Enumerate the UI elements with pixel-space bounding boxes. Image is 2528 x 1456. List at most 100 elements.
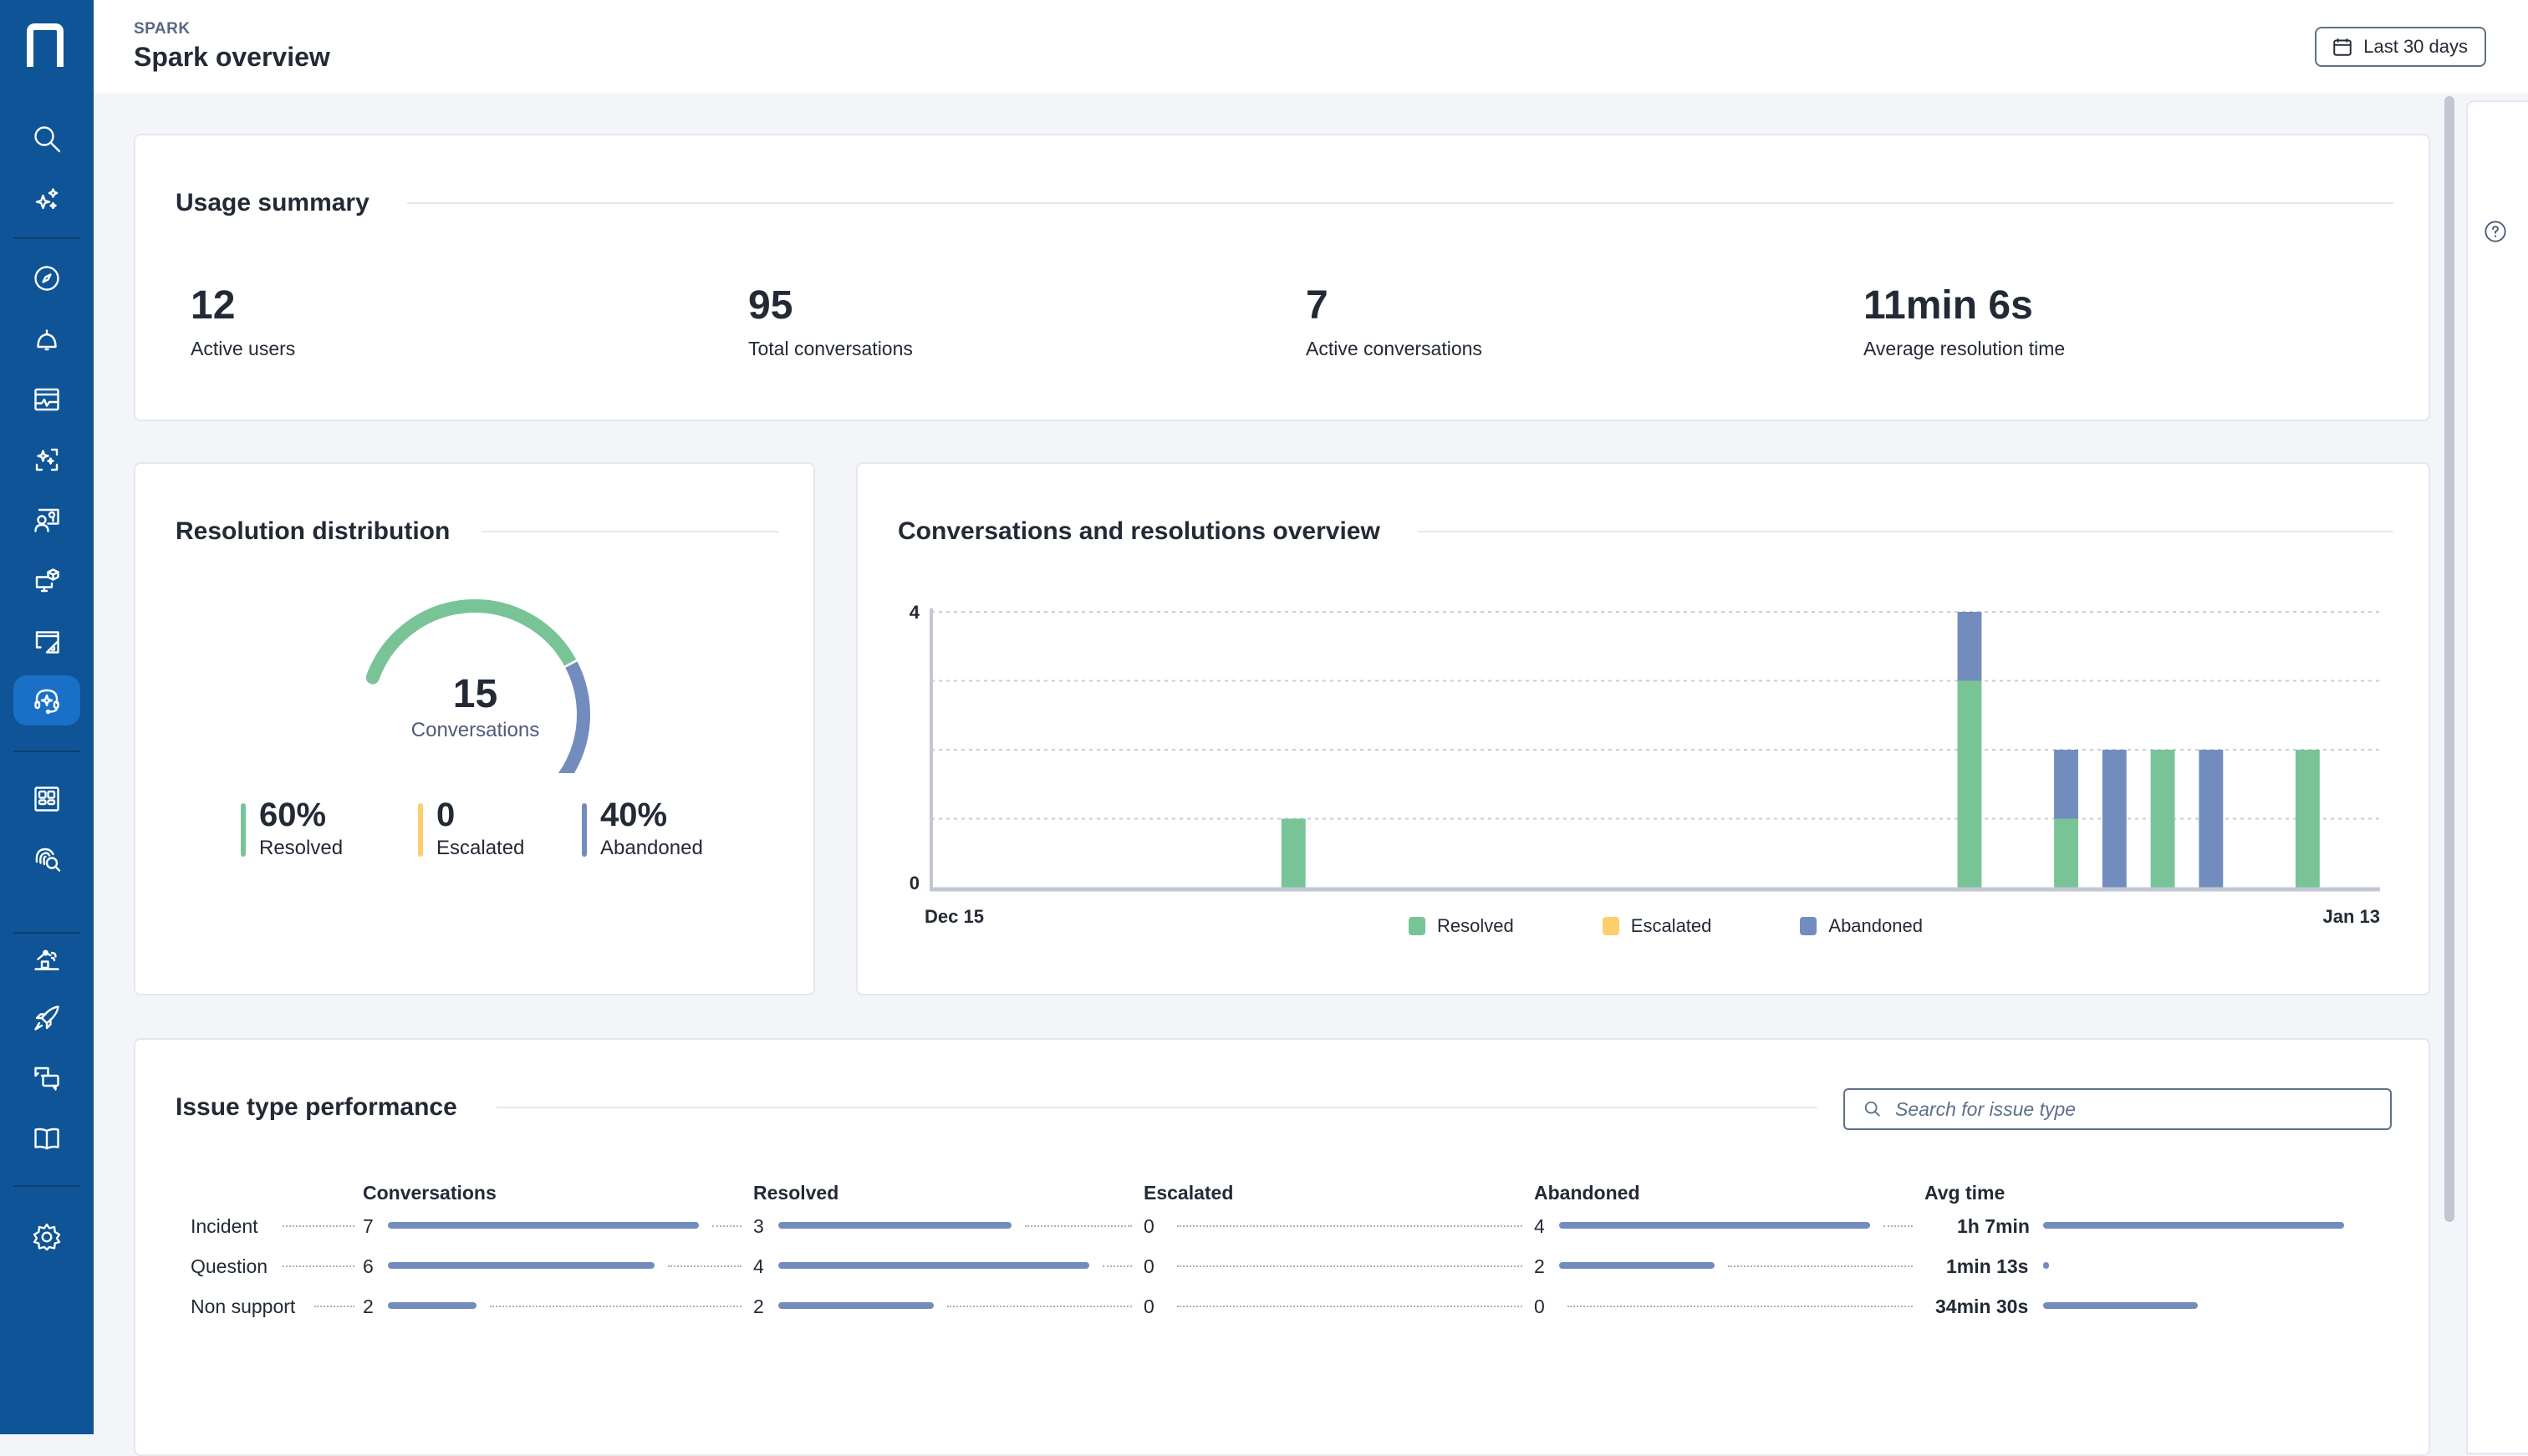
legend-label: Abandoned (1828, 915, 1923, 936)
cell-value: 0 (1534, 1296, 1545, 1317)
legend-swatch (1800, 917, 1817, 935)
cell-value: 34min 30s (1935, 1296, 2029, 1317)
cell-value: 2 (1534, 1255, 1545, 1277)
leader-dots (1103, 1265, 1132, 1267)
legend-value: 40% (600, 797, 668, 833)
help-circle-icon[interactable] (2484, 220, 2507, 243)
issue-type-search[interactable] (1843, 1088, 2392, 1130)
right-panel (2466, 100, 2528, 1454)
row-label: Incident (191, 1215, 258, 1237)
stat-value: 12 (191, 283, 236, 328)
legend-label: Resolved (1437, 915, 1514, 936)
legend-item-resolved[interactable]: Resolved (1367, 915, 1514, 937)
legend-item-escalated[interactable]: Escalated (1561, 915, 1711, 937)
x-tick-label: Jan 13 (2323, 906, 2381, 927)
stat-active-users: 12 Active users (191, 286, 295, 360)
bar-abandoned[interactable] (1957, 612, 1982, 681)
sidebar (0, 0, 94, 1434)
legend-item-abandoned[interactable]: Abandoned (1758, 915, 1923, 937)
app-logo[interactable] (27, 23, 64, 67)
cell-value: 2 (753, 1296, 764, 1317)
leader-dots (1567, 1306, 1913, 1307)
stat-label: Active conversations (1306, 338, 1482, 359)
search-icon (1864, 1101, 1880, 1117)
column-header[interactable]: Abandoned (1534, 1182, 1640, 1204)
page-title: Spark overview (134, 42, 330, 72)
y-tick-label: 4 (910, 602, 920, 623)
main-scrollbar[interactable] (2444, 96, 2454, 1222)
title-divider (497, 1107, 1817, 1108)
column-header[interactable]: Conversations (363, 1182, 497, 1204)
leader-dots (490, 1306, 742, 1307)
cell-value: 6 (363, 1255, 374, 1277)
usage-summary-card: Usage summary 12 Active users 95 Total c… (134, 134, 2430, 421)
column-header[interactable]: Resolved (753, 1182, 839, 1204)
bar-abandoned[interactable] (2199, 750, 2224, 888)
value-bar (2043, 1222, 2344, 1229)
robot-arm-icon[interactable] (13, 933, 80, 983)
bar-resolved[interactable] (2054, 818, 2078, 888)
gauge-segment-abandoned (558, 661, 590, 773)
headset-sparkle-icon[interactable] (13, 675, 80, 725)
leader-dots (283, 1225, 354, 1227)
fingerprint-search-icon[interactable] (13, 834, 80, 884)
chart-legend: Resolved Escalated Abandoned (858, 915, 2432, 937)
legend-escalated: 0 Escalated (418, 798, 524, 860)
title-divider (482, 531, 778, 532)
sidebar-divider (13, 237, 80, 239)
monitor-chart-icon[interactable] (13, 374, 80, 425)
bell-icon[interactable] (13, 314, 80, 364)
legend-resolved: 60% Resolved (241, 798, 343, 860)
sparkle-scan-icon[interactable] (13, 435, 80, 485)
window-ruler-icon[interactable] (13, 616, 80, 666)
legend-label: Resolved (259, 837, 344, 859)
value-bar (778, 1302, 934, 1309)
value-bar (1559, 1262, 1715, 1269)
column-header[interactable]: Avg time (1924, 1182, 2006, 1204)
gear-icon[interactable] (13, 1212, 80, 1262)
bar-resolved[interactable] (1281, 818, 1306, 888)
rocket-icon[interactable] (13, 993, 80, 1043)
column-header[interactable]: Escalated (1144, 1182, 1234, 1204)
bar-abandoned[interactable] (2054, 750, 2078, 819)
date-range-button[interactable]: Last 30 days (2315, 27, 2486, 67)
bar-abandoned[interactable] (2102, 750, 2127, 888)
row-label: Non support (191, 1296, 296, 1317)
bar-resolved[interactable] (2150, 750, 2175, 888)
leader-dots (1025, 1225, 1132, 1227)
sparkles-icon[interactable] (13, 176, 80, 226)
search-icon[interactable] (13, 114, 80, 164)
device-cube-icon[interactable] (13, 556, 80, 606)
bar-resolved[interactable] (1957, 680, 1982, 888)
value-bar (2043, 1302, 2199, 1309)
breadcrumb[interactable]: SPARK (134, 20, 191, 38)
leader-dots (1177, 1306, 1522, 1307)
grid-icon[interactable] (13, 774, 80, 824)
cell-value: 4 (753, 1255, 764, 1277)
stat-label: Total conversations (748, 338, 913, 359)
search-input[interactable] (1895, 1097, 2363, 1121)
user-screen-icon[interactable] (13, 495, 80, 545)
stat-label: Active users (191, 338, 296, 359)
title-divider (1418, 531, 2393, 532)
compass-icon[interactable] (13, 253, 80, 303)
stat-value: 95 (748, 283, 793, 328)
x-tick-label: Dec 15 (925, 906, 984, 927)
escalated-color-bar (418, 803, 423, 857)
sidebar-divider (13, 932, 80, 934)
gauge-total: 15 (452, 672, 498, 716)
legend-label: Escalated (436, 837, 525, 859)
legend-abandoned: 40% Abandoned (582, 798, 703, 860)
stat-active-conversations: 7 Active conversations (1306, 286, 1482, 360)
value-bar (388, 1302, 477, 1309)
bar-resolved[interactable] (2295, 750, 2320, 888)
value-bar (388, 1222, 699, 1229)
stat-value: 7 (1306, 283, 1328, 328)
cell-value: 4 (1534, 1215, 1545, 1237)
book-icon[interactable] (13, 1113, 80, 1163)
stat-average-resolution-time: 11min 6s Average resolution time (1863, 286, 2065, 360)
chat-bubbles-icon[interactable] (13, 1053, 80, 1103)
sidebar-divider (13, 751, 80, 752)
cell-value: 2 (363, 1296, 374, 1317)
value-bar (778, 1262, 1089, 1269)
